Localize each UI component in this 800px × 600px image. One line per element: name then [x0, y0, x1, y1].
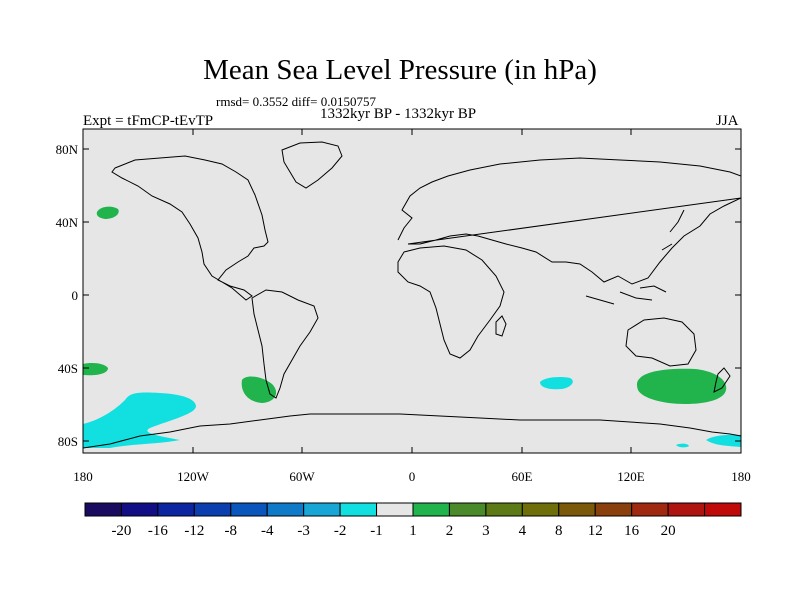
lon-label-120E: 120E: [617, 469, 645, 484]
pos-anomaly-south-america-west: [241, 376, 277, 403]
anomaly-fields: [83, 206, 741, 448]
coast-indonesia: [585, 285, 667, 305]
colorbar-box: [303, 502, 341, 517]
colorbar: -20 -16 -12 -8 -4 -3 -2 -1 1 2 3 4 8 12 16 20: [84, 502, 742, 539]
colorbar-box: [266, 502, 305, 517]
colorbar-label: -1: [370, 523, 383, 539]
colorbar-label: 1: [409, 523, 417, 539]
lon-tick-marks: [82, 129, 742, 453]
colorbar-label: 8: [555, 523, 563, 539]
coast-australia: [625, 317, 697, 367]
colorbar-box: [704, 502, 742, 517]
coast-north-america: [111, 155, 269, 301]
lat-label-40N: 40N: [56, 215, 79, 230]
colorbar-label: 4: [519, 523, 527, 539]
lat-label-80S: 80S: [58, 434, 78, 449]
colorbar-label: 16: [624, 523, 640, 539]
colorbar-label: 2: [446, 523, 454, 539]
colorbar-box: [485, 502, 523, 517]
lon-label-60W: 60W: [289, 469, 315, 484]
colorbar-label: -12: [184, 523, 204, 539]
map-background: [83, 129, 741, 453]
period-text: 1332kyr BP - 1332kyr BP: [320, 106, 477, 122]
lat-label-80N: 80N: [56, 142, 79, 157]
lon-label-180-east: 180: [731, 469, 751, 484]
season-label: JJA: [716, 113, 739, 129]
pos-anomaly-south-pacific-west: [83, 363, 108, 376]
coast-africa: [397, 245, 505, 359]
colorbar-label: 12: [588, 523, 603, 539]
colorbar-box: [448, 502, 487, 517]
chart-title: Mean Sea Level Pressure (in hPa): [203, 54, 597, 86]
colorbar-box: [157, 502, 195, 517]
pos-anomaly-south-of-australia: [636, 368, 727, 404]
coast-europe-asia: [397, 157, 741, 285]
lat-label-40S: 40S: [58, 361, 78, 376]
colorbar-box: [594, 502, 633, 517]
colorbar-box: [412, 502, 450, 517]
colorbar-label: -8: [225, 523, 238, 539]
coast-south-america: [251, 289, 319, 399]
lon-label-0: 0: [409, 469, 416, 484]
pos-anomaly-north-pacific: [96, 206, 119, 219]
experiment-label: Expt = tFmCP-tEvTP: [83, 113, 214, 129]
lon-label-180-west: 180: [73, 469, 93, 484]
neg-anomaly-southern-ocean-east: [706, 434, 741, 447]
lon-label-120W: 120W: [177, 469, 210, 484]
lon-labels: 180 120W 60W 0 60E 120E 180: [73, 469, 751, 484]
lon-label-60E: 60E: [512, 469, 533, 484]
colorbar-box: [84, 502, 122, 517]
colorbar-label: -3: [297, 523, 310, 539]
colorbar-label: 20: [661, 523, 676, 539]
coastlines: [83, 141, 741, 449]
colorbar-box: [376, 502, 414, 517]
colorbar-box: [120, 502, 159, 517]
lat-label-0: 0: [72, 288, 79, 303]
colorbar-box: [631, 502, 669, 517]
neg-anomaly-indian-ocean: [540, 377, 573, 390]
coast-japan: [661, 209, 685, 251]
colorbar-box: [521, 502, 560, 517]
colorbar-label: -4: [261, 523, 274, 539]
colorbar-box: [339, 502, 378, 517]
coast-greenland: [281, 141, 343, 189]
coast-madagascar: [495, 315, 507, 337]
stats-text: rmsd= 0.3552 diff= 0.0150757: [216, 94, 376, 109]
lat-labels: 80N 40N 0 40S 80S: [56, 142, 79, 449]
lat-tick-marks: [83, 148, 741, 442]
colorbar-label: -16: [148, 523, 168, 539]
colorbar-label: -20: [111, 523, 131, 539]
coast-antarctica: [83, 413, 741, 449]
colorbar-label: 3: [482, 523, 490, 539]
neg-anomaly-small-south: [676, 443, 689, 448]
colorbar-box: [193, 502, 232, 517]
colorbar-box: [667, 502, 706, 517]
neg-anomaly-south-pacific: [83, 392, 196, 448]
coast-new-zealand: [713, 367, 731, 393]
colorbar-box: [558, 502, 596, 517]
colorbar-box: [230, 502, 268, 517]
colorbar-label: -2: [334, 523, 347, 539]
